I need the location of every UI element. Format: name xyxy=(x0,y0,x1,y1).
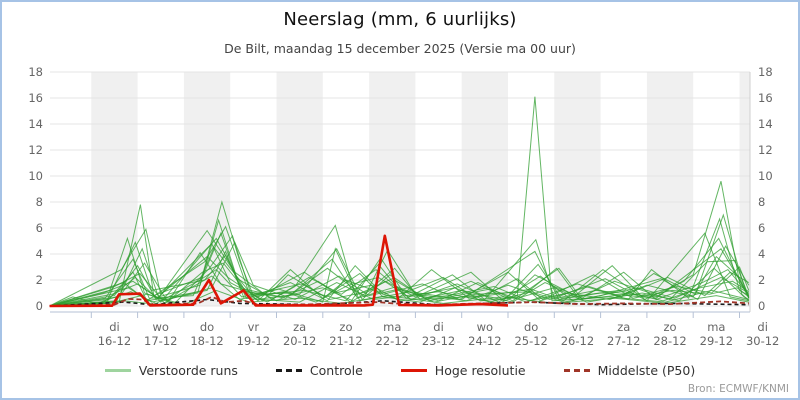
x-axis-weekday-label: wo xyxy=(477,320,493,334)
x-axis-date-label: 19-12 xyxy=(237,334,270,348)
y-axis-label-right: 16 xyxy=(758,91,773,105)
control-line-swatch-icon xyxy=(275,369,302,372)
x-axis-date-label: 20-12 xyxy=(283,334,316,348)
day-band xyxy=(739,72,750,306)
legend: Verstoorde runs Controle Hoge resolutie … xyxy=(2,363,798,378)
x-axis-date-label: 27-12 xyxy=(607,334,640,348)
y-axis-label-right: 10 xyxy=(758,169,773,183)
legend-label: Middelste (P50) xyxy=(597,363,696,378)
chart-title: Neerslag (mm, 6 uurlijks) xyxy=(283,9,517,30)
x-axis-weekday-label: vr xyxy=(572,320,584,334)
legend-label: Controle xyxy=(309,363,363,378)
y-axis-label-right: 14 xyxy=(758,117,773,131)
ensemble-member-line xyxy=(49,217,750,307)
x-axis-weekday-label: za xyxy=(617,320,630,334)
day-band xyxy=(276,72,323,306)
x-axis-date-label: 30-12 xyxy=(746,334,779,348)
y-axis-label-left: 18 xyxy=(28,65,43,79)
y-axis-label-left: 12 xyxy=(28,143,43,157)
chart-subtitle: De Bilt, maandag 15 december 2025 (Versi… xyxy=(224,41,576,56)
day-band xyxy=(461,72,508,306)
ensemble-member-line xyxy=(49,204,750,307)
x-axis-weekday-label: di xyxy=(433,320,444,334)
day-band xyxy=(91,72,138,306)
legend-label: Verstoorde runs xyxy=(138,363,238,378)
x-axis-weekday-label: ma xyxy=(383,320,401,334)
y-axis-label-left: 16 xyxy=(28,91,43,105)
x-axis-date-label: 18-12 xyxy=(190,334,223,348)
x-axis-weekday-label: zo xyxy=(339,320,352,334)
x-axis-date-label: 28-12 xyxy=(653,334,686,348)
y-axis-label-left: 14 xyxy=(28,117,43,131)
hires-line-swatch-icon xyxy=(400,369,427,372)
day-band xyxy=(554,72,601,306)
x-axis-weekday-label: di xyxy=(109,320,120,334)
ensemble-member-line xyxy=(49,247,750,307)
y-axis-label-right: 0 xyxy=(758,299,765,313)
legend-item-middelste-p50: Middelste (P50) xyxy=(563,363,696,378)
x-axis-weekday-label: wo xyxy=(153,320,169,334)
y-axis-label-right: 12 xyxy=(758,143,773,157)
x-axis-date-label: 16-12 xyxy=(98,334,131,348)
x-axis-date-label: 26-12 xyxy=(561,334,594,348)
x-axis-date-label: 21-12 xyxy=(329,334,362,348)
y-axis-label-left: 4 xyxy=(36,247,43,261)
y-axis-label-left: 8 xyxy=(36,195,43,209)
x-axis-weekday-label: do xyxy=(524,320,538,334)
x-axis-weekday-label: do xyxy=(200,320,214,334)
y-axis-label-right: 2 xyxy=(758,273,765,287)
x-axis-weekday-label: vr xyxy=(248,320,260,334)
ensemble-member-line xyxy=(49,240,750,307)
x-axis-date-label: 25-12 xyxy=(514,334,547,348)
x-axis-weekday-label: di xyxy=(757,320,768,334)
y-axis-label-right: 6 xyxy=(758,221,765,235)
legend-item-hoge-resolutie: Hoge resolutie xyxy=(400,363,526,378)
ensemble-line-swatch-icon xyxy=(104,369,131,372)
x-axis-date-label: 22-12 xyxy=(376,334,409,348)
y-axis-label-left: 2 xyxy=(36,273,43,287)
x-axis-date-label: 24-12 xyxy=(468,334,501,348)
x-axis-date-label: 23-12 xyxy=(422,334,455,348)
y-axis-label-right: 18 xyxy=(758,65,773,79)
legend-item-controle: Controle xyxy=(275,363,363,378)
legend-label: Hoge resolutie xyxy=(434,363,526,378)
y-axis-label-left: 6 xyxy=(36,221,43,235)
x-axis-weekday-label: za xyxy=(293,320,306,334)
x-axis-weekday-label: ma xyxy=(707,320,725,334)
x-axis-date-label: 29-12 xyxy=(700,334,733,348)
hires-line xyxy=(49,234,509,308)
x-axis-weekday-label: zo xyxy=(664,320,677,334)
y-axis-label-left: 0 xyxy=(36,299,43,313)
x-axis-date-label: 17-12 xyxy=(144,334,177,348)
source-credit: Bron: ECMWF/KNMI xyxy=(687,383,789,395)
y-axis-label-left: 10 xyxy=(28,169,43,183)
legend-item-verstoorde-runs: Verstoorde runs xyxy=(104,363,238,378)
p50-line-swatch-icon xyxy=(563,369,590,372)
y-axis-label-right: 4 xyxy=(758,247,765,261)
y-axis-label-right: 8 xyxy=(758,195,765,209)
day-band xyxy=(646,72,694,306)
